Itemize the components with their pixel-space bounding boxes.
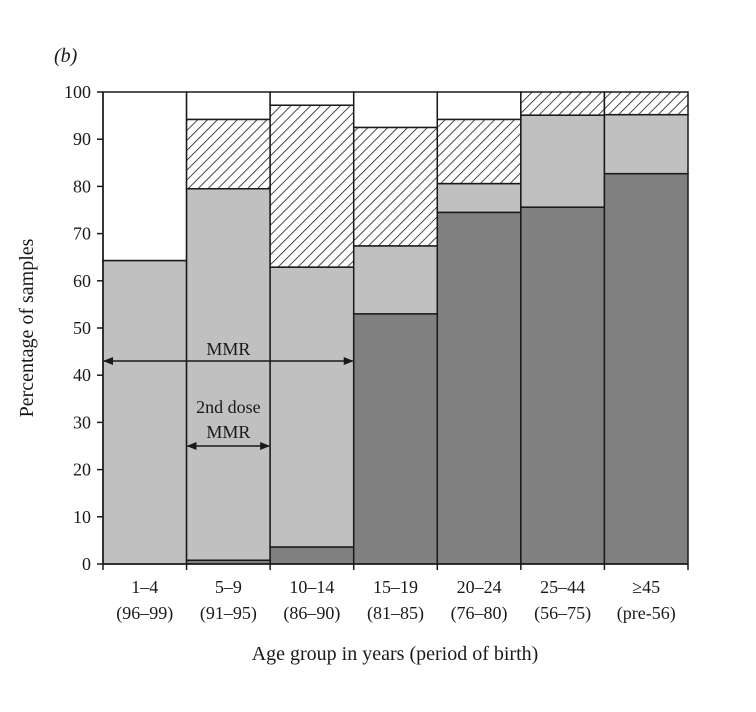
bar-segment-2-3 (269, 266, 355, 548)
x-tick-sublabel: (86–90) (283, 603, 340, 624)
bar-segment-3-6 (520, 91, 606, 116)
x-tick-label: 10–14 (289, 577, 334, 597)
x-tick-sublabel: (96–99) (116, 603, 173, 624)
bar-segment-2-6 (520, 114, 606, 208)
bar-segment-2-1 (102, 259, 188, 565)
annotation-label-2-line-1: 2nd dose (196, 397, 261, 417)
bar-segment-3-5 (436, 118, 522, 185)
bar-segment-3-3 (269, 104, 355, 268)
bar-segment-2-4 (352, 245, 439, 315)
x-tick-label: ≥45 (632, 577, 660, 597)
bar-segment-4-2 (185, 91, 271, 121)
bar-segment-2-7 (603, 113, 689, 175)
bar-segment-4-1 (102, 91, 188, 262)
annotations: MMR 2nd dose MMR (103, 339, 354, 450)
x-tick-label: 25–44 (540, 577, 585, 597)
bar-segment-3-2 (185, 118, 271, 190)
x-tick-label: 20–24 (457, 577, 502, 597)
bar-segment-1-5 (436, 211, 522, 565)
bar-segment-1-6 (520, 206, 606, 565)
y-tick-label: 90 (73, 129, 91, 149)
bar-segment-1-7 (603, 172, 689, 565)
bar-segment-1-4 (352, 313, 439, 565)
x-tick-label: 1–4 (131, 577, 158, 597)
bar-segment-4-5 (436, 91, 522, 121)
x-tick-sublabel: (76–80) (451, 603, 508, 624)
annotation-label-2-line-2: MMR (206, 422, 250, 442)
bar-segment-3-7 (603, 91, 689, 116)
y-tick-label: 80 (73, 176, 91, 196)
y-axis-label: Percentage of samples (16, 238, 38, 417)
bar-segment-4-3 (269, 91, 355, 106)
y-tick-label: 50 (73, 318, 91, 338)
x-tick-label: 5–9 (215, 577, 242, 597)
bar-segment-1-3 (269, 546, 355, 565)
x-axis-label: Age group in years (period of birth) (252, 643, 539, 665)
y-tick-label: 40 (73, 365, 91, 385)
bar-segment-3-4 (352, 126, 439, 247)
bars (102, 91, 689, 565)
annotation-label-1: MMR (206, 339, 250, 359)
y-tick-label: 20 (73, 460, 91, 480)
x-tick-sublabel: (pre-56) (617, 603, 676, 624)
y-tick-label: 100 (64, 82, 91, 102)
y-tick-label: 30 (73, 412, 91, 432)
y-tick-label: 10 (73, 507, 91, 527)
bar-segment-2-2 (185, 188, 271, 561)
x-tick-sublabel: (91–95) (200, 603, 257, 624)
x-tick-sublabel: (56–75) (534, 603, 591, 624)
axes: 0 10 20 30 40 50 60 70 80 90 100 1–4 (96–99) 5–9 (91–9… (64, 82, 689, 624)
y-tick-label: 70 (73, 224, 91, 244)
x-tick-sublabel: (81–85) (367, 603, 424, 624)
panel-label: (b) (54, 45, 78, 67)
bar-segment-2-5 (436, 182, 522, 214)
bar-segment-4-4 (352, 91, 439, 129)
x-tick-label: 15–19 (373, 577, 418, 597)
y-tick-label: 0 (82, 554, 91, 574)
y-tick-label: 60 (73, 271, 91, 291)
